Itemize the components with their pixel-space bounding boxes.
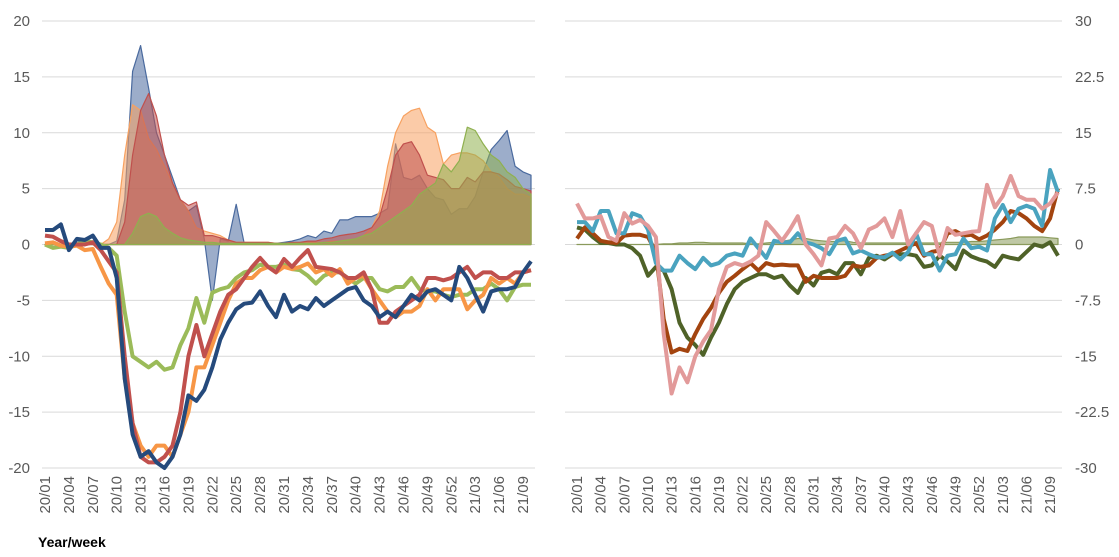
x-tick-label: 21/03 (467, 476, 484, 514)
y-tick-label: 20 (13, 13, 30, 30)
line-navy (45, 222, 533, 470)
x-tick-label: 20/49 (947, 476, 964, 514)
x-tick-label: 20/01 (37, 476, 54, 514)
x-tick-label: 21/06 (491, 476, 508, 514)
y-tick-label: -30 (1075, 460, 1097, 477)
line-pink (575, 174, 1060, 396)
x-tick-label: 20/40 (348, 476, 365, 514)
y-tick-label: -20 (8, 460, 30, 477)
y-tick-label: 15 (13, 69, 30, 86)
x-tick-label: 20/34 (829, 476, 846, 514)
y-tick-label: -10 (8, 348, 30, 365)
x-tick-label: 20/52 (971, 476, 988, 514)
x-tick-label: 20/22 (735, 476, 752, 514)
y-tick-label: -7.5 (1075, 292, 1101, 309)
line-brown (575, 188, 1060, 355)
x-tick-label: 20/07 (85, 476, 102, 514)
y-tick-label: 5 (22, 181, 30, 198)
x-tick-label: 20/46 (396, 476, 413, 514)
area-green-area (44, 126, 532, 246)
x-tick-label: 20/04 (61, 476, 78, 514)
x-tick-label: 20/37 (324, 476, 341, 514)
x-tick-label: 21/06 (1018, 476, 1035, 514)
y-tick-label: 0 (22, 237, 30, 254)
x-tick-label: 20/52 (443, 476, 460, 514)
y-tick-label: 30 (1075, 13, 1092, 30)
y-tick-label: 7.5 (1075, 181, 1096, 198)
x-tick-label: 20/16 (687, 476, 704, 514)
x-tick-label: 20/10 (640, 476, 657, 514)
x-tick-label: 20/19 (180, 476, 197, 514)
y-tick-label: 10 (13, 125, 30, 142)
x-tick-label: 20/19 (711, 476, 728, 514)
x-tick-label: 20/31 (276, 476, 293, 514)
x-tick-label: 21/09 (1042, 476, 1059, 514)
line-red (44, 233, 532, 465)
x-tick-label: 20/49 (419, 476, 436, 514)
y-tick-label: 15 (1075, 125, 1092, 142)
x-tick-label: 20/01 (569, 476, 586, 514)
y-tick-label: 0 (1075, 237, 1083, 254)
x-tick-label: 20/22 (204, 476, 221, 514)
left-chart-panel: 20 15 10 5 0 -5 -10 -15 -20 20/01 20/04 20/07 20/10 2… (8, 13, 535, 514)
y-tick-label: 22.5 (1075, 69, 1104, 86)
x-tick-label: 20/04 (593, 476, 610, 514)
y-tick-label: -15 (1075, 348, 1097, 365)
x-tick-label: 20/25 (228, 476, 245, 514)
x-tick-label: 20/37 (853, 476, 870, 514)
x-tick-label: 20/28 (782, 476, 799, 514)
y-tick-label: -5 (17, 292, 30, 309)
y-tick-label: -22.5 (1075, 404, 1109, 421)
x-tick-label: 20/46 (924, 476, 941, 514)
x-tick-label: 20/07 (616, 476, 633, 514)
x-tick-label: 20/31 (806, 476, 823, 514)
x-tick-label: 21/03 (995, 476, 1012, 514)
x-tick-label: 21/09 (515, 476, 532, 514)
x-tick-label: 20/28 (252, 476, 269, 514)
x-tick-label: 20/10 (109, 476, 126, 514)
x-tick-label: 20/43 (372, 476, 389, 514)
x-axis-title: Year/week (38, 534, 106, 550)
x-tick-label: 20/13 (664, 476, 681, 514)
y-tick-label: -15 (8, 404, 30, 421)
x-tick-label: 20/16 (157, 476, 174, 514)
x-tick-label: 20/13 (133, 476, 150, 514)
x-tick-label: 20/34 (300, 476, 317, 514)
x-tick-label: 20/25 (758, 476, 775, 514)
x-tick-label: 20/40 (877, 476, 894, 514)
x-tick-label: 20/43 (900, 476, 917, 514)
right-chart-panel: 30 22.5 15 7.5 0 -7.5 -15 -22.5 -30 20/01 20/04 20/… (565, 13, 1109, 514)
